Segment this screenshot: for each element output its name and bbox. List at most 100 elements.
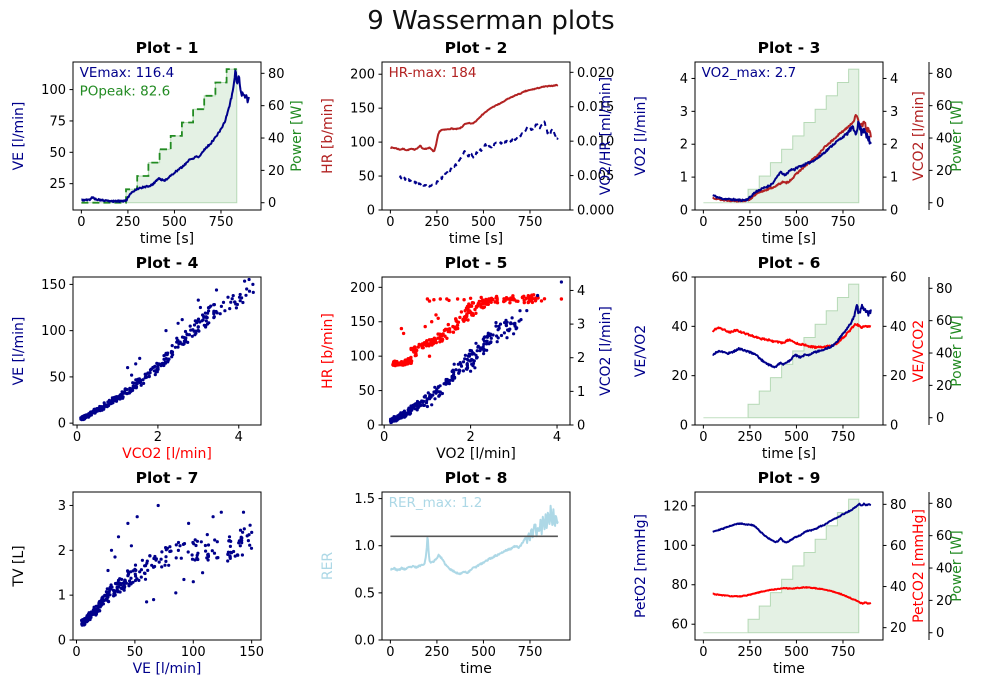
plot-6-y-tick: 20 bbox=[936, 379, 953, 394]
plot-4-area bbox=[79, 277, 255, 422]
plot-7-x-tick: 50 bbox=[127, 645, 144, 660]
plot-6-y-tick: 80 bbox=[936, 282, 953, 297]
plot-1-annotation-2: POpeak: 82.6 bbox=[80, 83, 171, 99]
plot-7-frame bbox=[72, 491, 262, 641]
plot-3-y-tick: 0 bbox=[936, 196, 944, 211]
plot-4-xlabel: VCO2 [l/min] bbox=[122, 446, 212, 462]
plot-8-x-tick: 500 bbox=[471, 645, 496, 660]
plot-5-y-tick: 50 bbox=[358, 384, 375, 399]
plot-9-y-right: 20 40 60 80 PetCO2 [mmHg] bbox=[883, 498, 927, 636]
plot-7-y-tick: 1 bbox=[58, 589, 66, 604]
plot-1-y-tick: 40 bbox=[268, 132, 285, 147]
plot-5-vco2-vs-vo2 bbox=[388, 280, 564, 425]
plot-3-area bbox=[703, 68, 872, 204]
plot-7-y-tick: 2 bbox=[58, 544, 66, 559]
plot-9-y-tick: 120 bbox=[663, 499, 688, 514]
plot-6-y-tick: 20 bbox=[890, 369, 907, 384]
plot-2-title: Plot - 2 bbox=[445, 39, 508, 57]
plot-9: 0 250 500 750 time 60 80 100 120 PetO2 [mmHg] 20 40… bbox=[633, 469, 965, 677]
plot-6-x-tick: 250 bbox=[737, 430, 762, 445]
plot-6-x-tick: 750 bbox=[831, 430, 856, 445]
plot-2-x-tick: 500 bbox=[471, 215, 496, 230]
plot-3-ylabel-left: VO2 [l/min] bbox=[633, 96, 649, 176]
plot-3-y-tick: 2 bbox=[890, 138, 898, 153]
plot-4-frame bbox=[72, 276, 262, 426]
plot-8-y-tick: 0.0 bbox=[354, 634, 375, 649]
plot-8-y-tick: 1.5 bbox=[354, 492, 375, 507]
plot-2-vo2hr bbox=[398, 120, 559, 188]
plot-4-y-tick: 150 bbox=[41, 278, 66, 293]
plot-1-y-tick: 20 bbox=[268, 164, 285, 179]
plot-2-y-tick: 200 bbox=[350, 68, 375, 83]
plot-9-ylabel-right2: Power [W] bbox=[949, 530, 965, 602]
plot-1-x-tick: 750 bbox=[209, 215, 234, 230]
plot-9-y-right2: 0 20 40 60 80 Power [W] bbox=[928, 492, 965, 641]
plot-7-area bbox=[80, 503, 254, 627]
plot-5-x-tick: 4 bbox=[553, 430, 561, 445]
plot-2-hr bbox=[390, 83, 559, 153]
plot-1-y-tick: 0 bbox=[268, 196, 276, 211]
plot-2-xlabel: time [s] bbox=[449, 231, 503, 247]
plot-2-y-tick: 0.005 bbox=[577, 169, 614, 184]
plot-1-area bbox=[81, 68, 250, 204]
plot-8-x-tick: 750 bbox=[518, 645, 543, 660]
plot-9-y-tick: 60 bbox=[671, 618, 688, 633]
plot-2-annotation-1: HR-max: 184 bbox=[389, 65, 477, 81]
plot-5-y-tick: 200 bbox=[350, 281, 375, 296]
plot-9-y-tick: 20 bbox=[936, 594, 953, 609]
plot-6-ylabel-right: VE/VCO2 bbox=[911, 320, 927, 382]
plot-6-xlabel: time [s] bbox=[762, 446, 816, 462]
plot-8-rer bbox=[389, 504, 559, 576]
plot-9-y-tick: 60 bbox=[936, 529, 953, 544]
plot-1-annotation-1: VEmax: 116.4 bbox=[80, 65, 175, 81]
plot-3-annotation-1: VO2_max: 2.7 bbox=[702, 65, 797, 81]
plot-5-ylabel-left: HR [b/min] bbox=[320, 313, 336, 389]
plot-4: 0 2 4 VCO2 [l/min] 0 50 100 150 VE [l/min] Plot -… bbox=[11, 254, 262, 462]
plot-6-y-right2: 0 20 40 60 80 Power [W] bbox=[928, 277, 965, 426]
plot-3-x-tick: 500 bbox=[784, 215, 809, 230]
plot-5-y-tick: 4 bbox=[577, 284, 585, 299]
plot-5-y-tick: 1 bbox=[577, 385, 585, 400]
plot-9-y-tick: 40 bbox=[936, 562, 953, 577]
plot-3-power-fill bbox=[703, 68, 860, 204]
plot-8-x-tick: 0 bbox=[386, 645, 394, 660]
plot-3-y-tick: 1 bbox=[890, 171, 898, 186]
plot-9-y-tick: 80 bbox=[936, 497, 953, 512]
plot-3-y-tick: 1 bbox=[680, 171, 688, 186]
plot-6-y-tick: 0 bbox=[936, 411, 944, 426]
plot-7-x-axis: 0 50 100 150 VE [l/min] bbox=[72, 640, 264, 677]
plot-9-ylabel-left: PetO2 [mmHg] bbox=[633, 514, 649, 618]
plot-8-y-left: 0.0 0.5 1.0 1.5 RER bbox=[320, 492, 382, 649]
plot-1-y-tick: 75 bbox=[49, 114, 66, 129]
plot-2-y-tick: 50 bbox=[358, 170, 375, 185]
plot-6-y-tick: 0 bbox=[680, 419, 688, 434]
plot-1-x-tick: 0 bbox=[77, 215, 85, 230]
plot-6-y-tick: 40 bbox=[936, 347, 953, 362]
plot-4-title: Plot - 4 bbox=[136, 254, 199, 272]
plot-3-x-tick: 250 bbox=[737, 215, 762, 230]
plot-9-x-tick: 750 bbox=[831, 645, 856, 660]
plot-4-y-left: 0 50 100 150 VE [l/min] bbox=[11, 278, 73, 432]
plot-4-y-tick: 50 bbox=[49, 370, 66, 385]
plot-9-petco2 bbox=[712, 586, 872, 605]
plot-3-y-tick: 0 bbox=[890, 204, 898, 219]
plot-1-ylabel-left: VE [l/min] bbox=[11, 102, 27, 171]
plot-9-y-tick: 40 bbox=[890, 580, 907, 595]
plot-7-tv-vs-ve bbox=[80, 503, 254, 627]
plot-2: 0 250 500 750 time [s] 0 50 100 150 200 HR [b/min]… bbox=[320, 39, 614, 247]
plot-2-y-tick: 100 bbox=[350, 136, 375, 151]
plot-1-title: Plot - 1 bbox=[136, 39, 199, 57]
plot-3-x-axis: 0 250 500 750 time [s] bbox=[699, 210, 855, 247]
plot-5-ylabel-right: VCO2 [l/min] bbox=[598, 306, 614, 396]
plot-6-y-tick: 0 bbox=[890, 419, 898, 434]
plot-2-x-axis: 0 250 500 750 time [s] bbox=[386, 210, 542, 247]
plot-1-y-tick: 25 bbox=[49, 177, 66, 192]
plot-1-power-ramp bbox=[81, 68, 237, 204]
plot-7: 0 50 100 150 VE [l/min] 0 1 2 3 TV [L] Plot - 7 bbox=[11, 469, 264, 677]
plot-5-y-tick: 0 bbox=[577, 419, 585, 434]
plot-7-x-tick: 0 bbox=[72, 645, 80, 660]
plot-2-y-tick: 150 bbox=[350, 102, 375, 117]
